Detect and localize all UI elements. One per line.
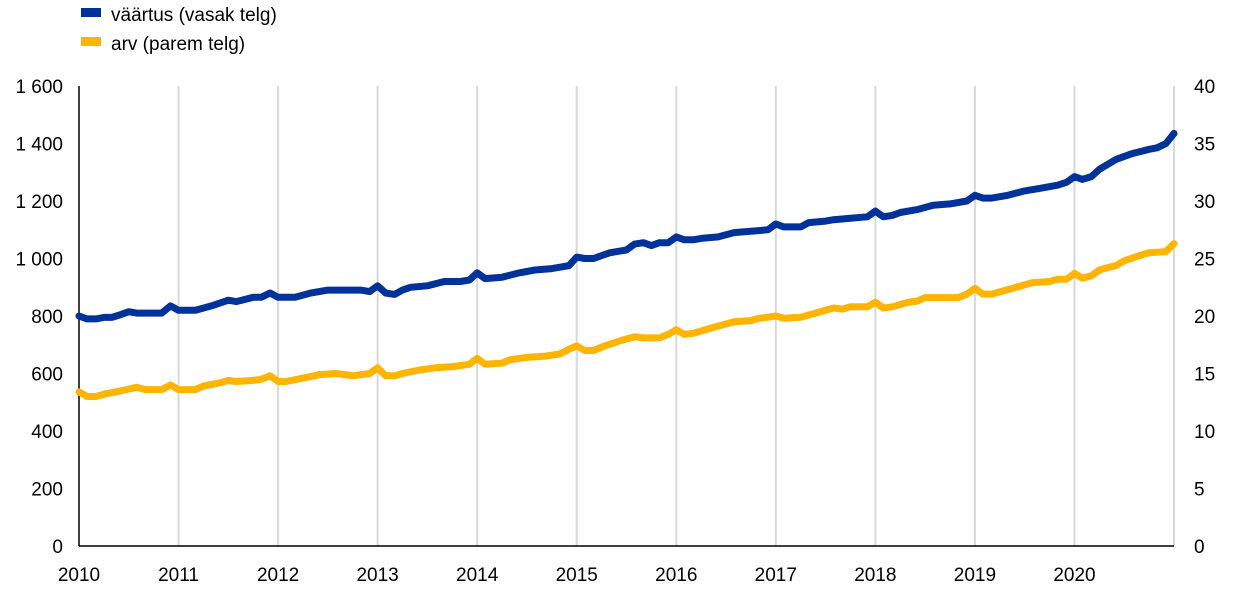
series-line-value <box>75 129 1178 323</box>
x-tick-label: 2010 <box>58 565 100 586</box>
x-tick-label: 2019 <box>954 565 996 586</box>
y-right-tick-label: 35 <box>1194 135 1215 156</box>
x-tick-label: 2012 <box>257 565 299 586</box>
legend-swatch-count <box>81 37 101 46</box>
axes <box>78 86 1174 547</box>
y-left-tick-label: 1 000 <box>15 250 63 271</box>
y-left-tick-label: 1 400 <box>15 135 63 156</box>
y-left-tick-label: 1 600 <box>15 77 63 98</box>
y-left-tick-label: 1 200 <box>15 192 63 213</box>
y-right-tick-label: 0 <box>1194 537 1205 558</box>
x-tick-label: 2018 <box>854 565 896 586</box>
y-right-tick-label: 20 <box>1194 307 1215 328</box>
legend-label-value: väärtus (vasak telg) <box>111 5 277 26</box>
legend-swatch-value <box>81 8 101 17</box>
x-tick-label: 2015 <box>556 565 598 586</box>
x-tick-label: 2011 <box>158 565 199 586</box>
y-right-tick-label: 40 <box>1194 77 1215 98</box>
y-axis-left-labels: 0 200 400 600 800 1 000 1 200 1 400 1 600 <box>15 77 63 558</box>
legend-label-count: arv (parem telg) <box>111 34 245 55</box>
x-tick-label: 2017 <box>755 565 797 586</box>
series-lines <box>75 129 1178 400</box>
y-left-tick-label: 200 <box>31 480 63 501</box>
y-right-tick-label: 30 <box>1194 192 1215 213</box>
x-tick-label: 2016 <box>655 565 697 586</box>
legend: väärtus (vasak telg) arv (parem telg) <box>81 5 277 55</box>
y-left-tick-label: 800 <box>31 307 63 328</box>
y-axis-right-labels: 0 5 10 15 20 25 30 35 40 <box>1194 77 1215 558</box>
series-line-count <box>75 240 1178 400</box>
y-right-tick-label: 5 <box>1194 480 1205 501</box>
y-left-tick-label: 400 <box>31 422 63 443</box>
y-left-tick-label: 600 <box>31 365 63 386</box>
y-right-tick-label: 10 <box>1194 422 1215 443</box>
x-tick-label: 2020 <box>1053 565 1095 586</box>
y-left-tick-label: 0 <box>52 537 63 558</box>
x-tick-label: 2014 <box>456 565 499 586</box>
y-right-tick-label: 25 <box>1194 250 1215 271</box>
gridlines <box>177 86 1175 546</box>
x-axis-labels: 2010 2011 2012 2013 2014 2015 2016 2017 2018 2019… <box>58 565 1096 586</box>
x-tick-label: 2013 <box>356 565 398 586</box>
y-right-tick-label: 15 <box>1194 365 1215 386</box>
